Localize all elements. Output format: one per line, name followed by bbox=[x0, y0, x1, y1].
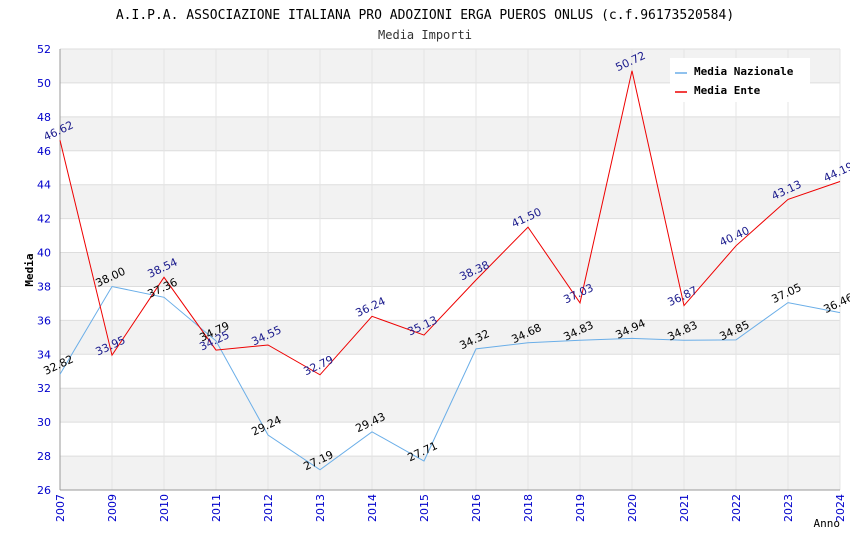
y-tick-label: 46 bbox=[37, 145, 51, 158]
x-tick-label: 2018 bbox=[522, 494, 535, 522]
grid-bands bbox=[60, 49, 840, 490]
y-axis-ticks: 26 28 30 32 34 36 38 40 42 44 46 48 50 52 bbox=[37, 43, 51, 497]
chart-title: A.I.P.A. ASSOCIAZIONE ITALIANA PRO ADOZI… bbox=[116, 8, 734, 23]
grid-lines bbox=[59, 48, 841, 491]
y-tick-label: 48 bbox=[37, 111, 51, 124]
x-axis-ticks: 2007 2009 2010 2011 2012 2013 2014 2015 2016 2018… bbox=[54, 494, 847, 522]
y-tick-label: 50 bbox=[37, 77, 51, 90]
series-line-media-ente bbox=[59, 70, 841, 376]
y-tick-label: 26 bbox=[37, 484, 51, 497]
x-tick-label: 2009 bbox=[106, 494, 119, 522]
grid-band bbox=[60, 150, 840, 185]
legend-label-ente: Media Ente bbox=[694, 84, 761, 97]
y-tick-label: 30 bbox=[37, 416, 51, 429]
x-tick-label: 2013 bbox=[314, 494, 327, 522]
grid-band bbox=[60, 116, 840, 151]
y-tick-label: 52 bbox=[37, 43, 51, 56]
grid-band bbox=[60, 218, 840, 253]
x-axis-label: Anno bbox=[814, 517, 841, 530]
x-tick-label: 2010 bbox=[158, 494, 171, 522]
x-tick-label: 2011 bbox=[210, 494, 223, 522]
x-tick-label: 2015 bbox=[418, 494, 431, 522]
y-tick-label: 28 bbox=[37, 450, 51, 463]
y-tick-label: 42 bbox=[37, 213, 51, 226]
grid-band bbox=[60, 286, 840, 321]
x-tick-label: 2021 bbox=[678, 494, 691, 522]
x-tick-label: 2024 bbox=[834, 494, 847, 522]
x-tick-label: 2023 bbox=[782, 494, 795, 522]
y-tick-label: 32 bbox=[37, 382, 51, 395]
grid-band bbox=[60, 456, 840, 490]
x-tick-label: 2020 bbox=[626, 494, 639, 522]
y-tick-label: 40 bbox=[37, 247, 51, 260]
series-lines bbox=[59, 70, 841, 471]
y-tick-label: 34 bbox=[37, 348, 51, 361]
y-tick-label: 36 bbox=[37, 314, 51, 327]
x-tick-label: 2007 bbox=[54, 494, 67, 522]
x-tick-label: 2022 bbox=[730, 494, 743, 522]
grid-band bbox=[60, 252, 840, 287]
x-tick-label: 2012 bbox=[262, 494, 275, 522]
x-tick-label: 2016 bbox=[470, 494, 483, 522]
legend-box bbox=[670, 58, 810, 102]
grid-band bbox=[60, 354, 840, 389]
x-tick-label: 2019 bbox=[574, 494, 587, 522]
series-line-media-nazionale bbox=[59, 285, 841, 471]
x-tick-label: 2014 bbox=[366, 494, 379, 522]
y-axis-label: Media bbox=[23, 253, 36, 286]
chart-subtitle: Media Importi bbox=[378, 28, 472, 42]
grid-band bbox=[60, 422, 840, 457]
y-tick-label: 44 bbox=[37, 179, 51, 192]
legend-label-nazionale: Media Nazionale bbox=[694, 65, 794, 78]
grid-band bbox=[60, 184, 840, 219]
axes bbox=[59, 49, 840, 491]
legend: Media Nazionale Media Ente bbox=[670, 58, 810, 102]
y-tick-label: 38 bbox=[37, 280, 51, 293]
grid-band bbox=[60, 320, 840, 355]
